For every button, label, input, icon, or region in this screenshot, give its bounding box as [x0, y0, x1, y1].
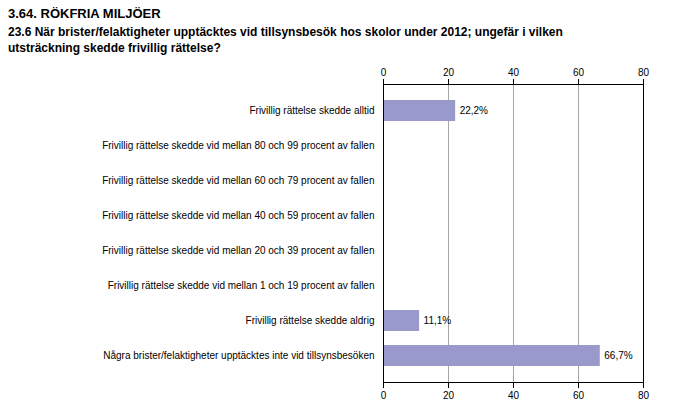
svg-text:0: 0: [381, 390, 387, 401]
svg-text:80: 80: [638, 67, 650, 78]
svg-text:66,7%: 66,7%: [604, 350, 632, 361]
svg-text:60: 60: [573, 67, 585, 78]
html-text:3.64. RÖKFRIA MILJÖER: 3.64. RÖKFRIA MILJÖER: [8, 6, 161, 21]
svg-text:Frivillig rättelse skedde allt: Frivillig rättelse skedde alltid: [249, 105, 374, 116]
svg-text:Frivillig rättelse skedde aldr: Frivillig rättelse skedde aldrig: [246, 315, 375, 326]
svg-text:40: 40: [508, 67, 520, 78]
svg-text:Frivillig rättelse skedde vid: Frivillig rättelse skedde vid mellan 40 …: [102, 210, 374, 221]
svg-text:Frivillig rättelse skedde vid: Frivillig rättelse skedde vid mellan 20 …: [102, 245, 374, 256]
svg-text:20: 20: [443, 67, 455, 78]
svg-text:40: 40: [508, 390, 520, 401]
svg-text:80: 80: [638, 390, 650, 401]
svg-text:20: 20: [443, 390, 455, 401]
svg-text:0: 0: [381, 67, 387, 78]
svg-text:Några brister/felaktigheter up: Några brister/felaktigheter upptäcktes i…: [103, 350, 374, 361]
svg-text:11,1%: 11,1%: [424, 315, 452, 326]
html-text:23.6 När brister/felaktigheter: 23.6 När brister/felaktigheter upptäckte…: [8, 25, 563, 55]
svg-text:Frivillig rättelse skedde vid: Frivillig rättelse skedde vid mellan 80 …: [102, 140, 374, 151]
svg-text:22,2%: 22,2%: [460, 105, 488, 116]
svg-text:Frivillig rättelse skedde vid: Frivillig rättelse skedde vid mellan 1 o…: [108, 280, 375, 291]
svg-text:60: 60: [573, 390, 585, 401]
svg-text:Frivillig rättelse skedde vid: Frivillig rättelse skedde vid mellan 60 …: [102, 175, 374, 186]
